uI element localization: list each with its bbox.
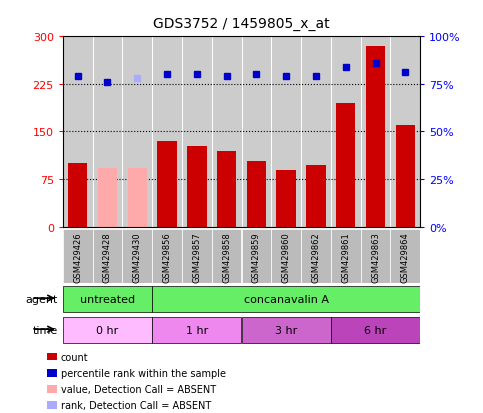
Text: GDS3752 / 1459805_x_at: GDS3752 / 1459805_x_at xyxy=(153,17,330,31)
Bar xyxy=(390,229,420,283)
Text: GSM429430: GSM429430 xyxy=(133,232,142,282)
Bar xyxy=(157,142,177,227)
Text: GSM429861: GSM429861 xyxy=(341,232,350,282)
Text: agent: agent xyxy=(26,294,58,304)
Text: GSM429857: GSM429857 xyxy=(192,232,201,282)
Bar xyxy=(47,353,57,361)
Bar xyxy=(306,166,326,227)
Bar xyxy=(331,317,420,344)
Bar xyxy=(98,168,117,227)
Bar xyxy=(47,385,57,393)
Text: 0 hr: 0 hr xyxy=(96,325,119,335)
Bar xyxy=(301,229,331,283)
Text: rank, Detection Call = ABSENT: rank, Detection Call = ABSENT xyxy=(61,400,211,410)
Bar xyxy=(47,369,57,377)
Text: time: time xyxy=(33,325,58,335)
Bar xyxy=(361,229,390,283)
Text: 3 hr: 3 hr xyxy=(275,325,298,335)
Text: GSM429862: GSM429862 xyxy=(312,232,320,282)
Bar xyxy=(63,287,152,312)
Bar xyxy=(217,151,236,227)
Bar xyxy=(182,229,212,283)
Text: GSM429860: GSM429860 xyxy=(282,232,291,282)
Bar xyxy=(47,401,57,409)
Bar xyxy=(366,47,385,227)
Bar xyxy=(331,229,361,283)
Bar xyxy=(212,229,242,283)
Bar xyxy=(396,126,415,227)
Bar xyxy=(242,229,271,283)
Bar xyxy=(128,168,147,227)
Bar xyxy=(276,170,296,227)
Bar xyxy=(271,229,301,283)
Bar xyxy=(93,229,122,283)
Bar xyxy=(152,287,420,312)
Bar xyxy=(247,162,266,227)
Bar xyxy=(152,317,242,344)
Bar xyxy=(63,317,152,344)
Text: 1 hr: 1 hr xyxy=(185,325,208,335)
Text: GSM429859: GSM429859 xyxy=(252,232,261,282)
Text: percentile rank within the sample: percentile rank within the sample xyxy=(61,368,226,378)
Text: 6 hr: 6 hr xyxy=(364,325,387,335)
Bar xyxy=(63,229,93,283)
Text: GSM429864: GSM429864 xyxy=(401,232,410,282)
Text: concanavalin A: concanavalin A xyxy=(244,294,328,304)
Bar xyxy=(336,104,355,227)
Bar xyxy=(68,164,87,227)
Text: GSM429426: GSM429426 xyxy=(73,232,82,282)
Bar xyxy=(152,229,182,283)
Text: count: count xyxy=(61,352,88,362)
Text: untreated: untreated xyxy=(80,294,135,304)
Bar xyxy=(187,147,207,227)
Bar xyxy=(122,229,152,283)
Text: GSM429428: GSM429428 xyxy=(103,232,112,282)
Text: GSM429856: GSM429856 xyxy=(163,232,171,282)
Text: GSM429858: GSM429858 xyxy=(222,232,231,282)
Bar xyxy=(242,317,331,344)
Text: GSM429863: GSM429863 xyxy=(371,232,380,282)
Text: value, Detection Call = ABSENT: value, Detection Call = ABSENT xyxy=(61,384,216,394)
